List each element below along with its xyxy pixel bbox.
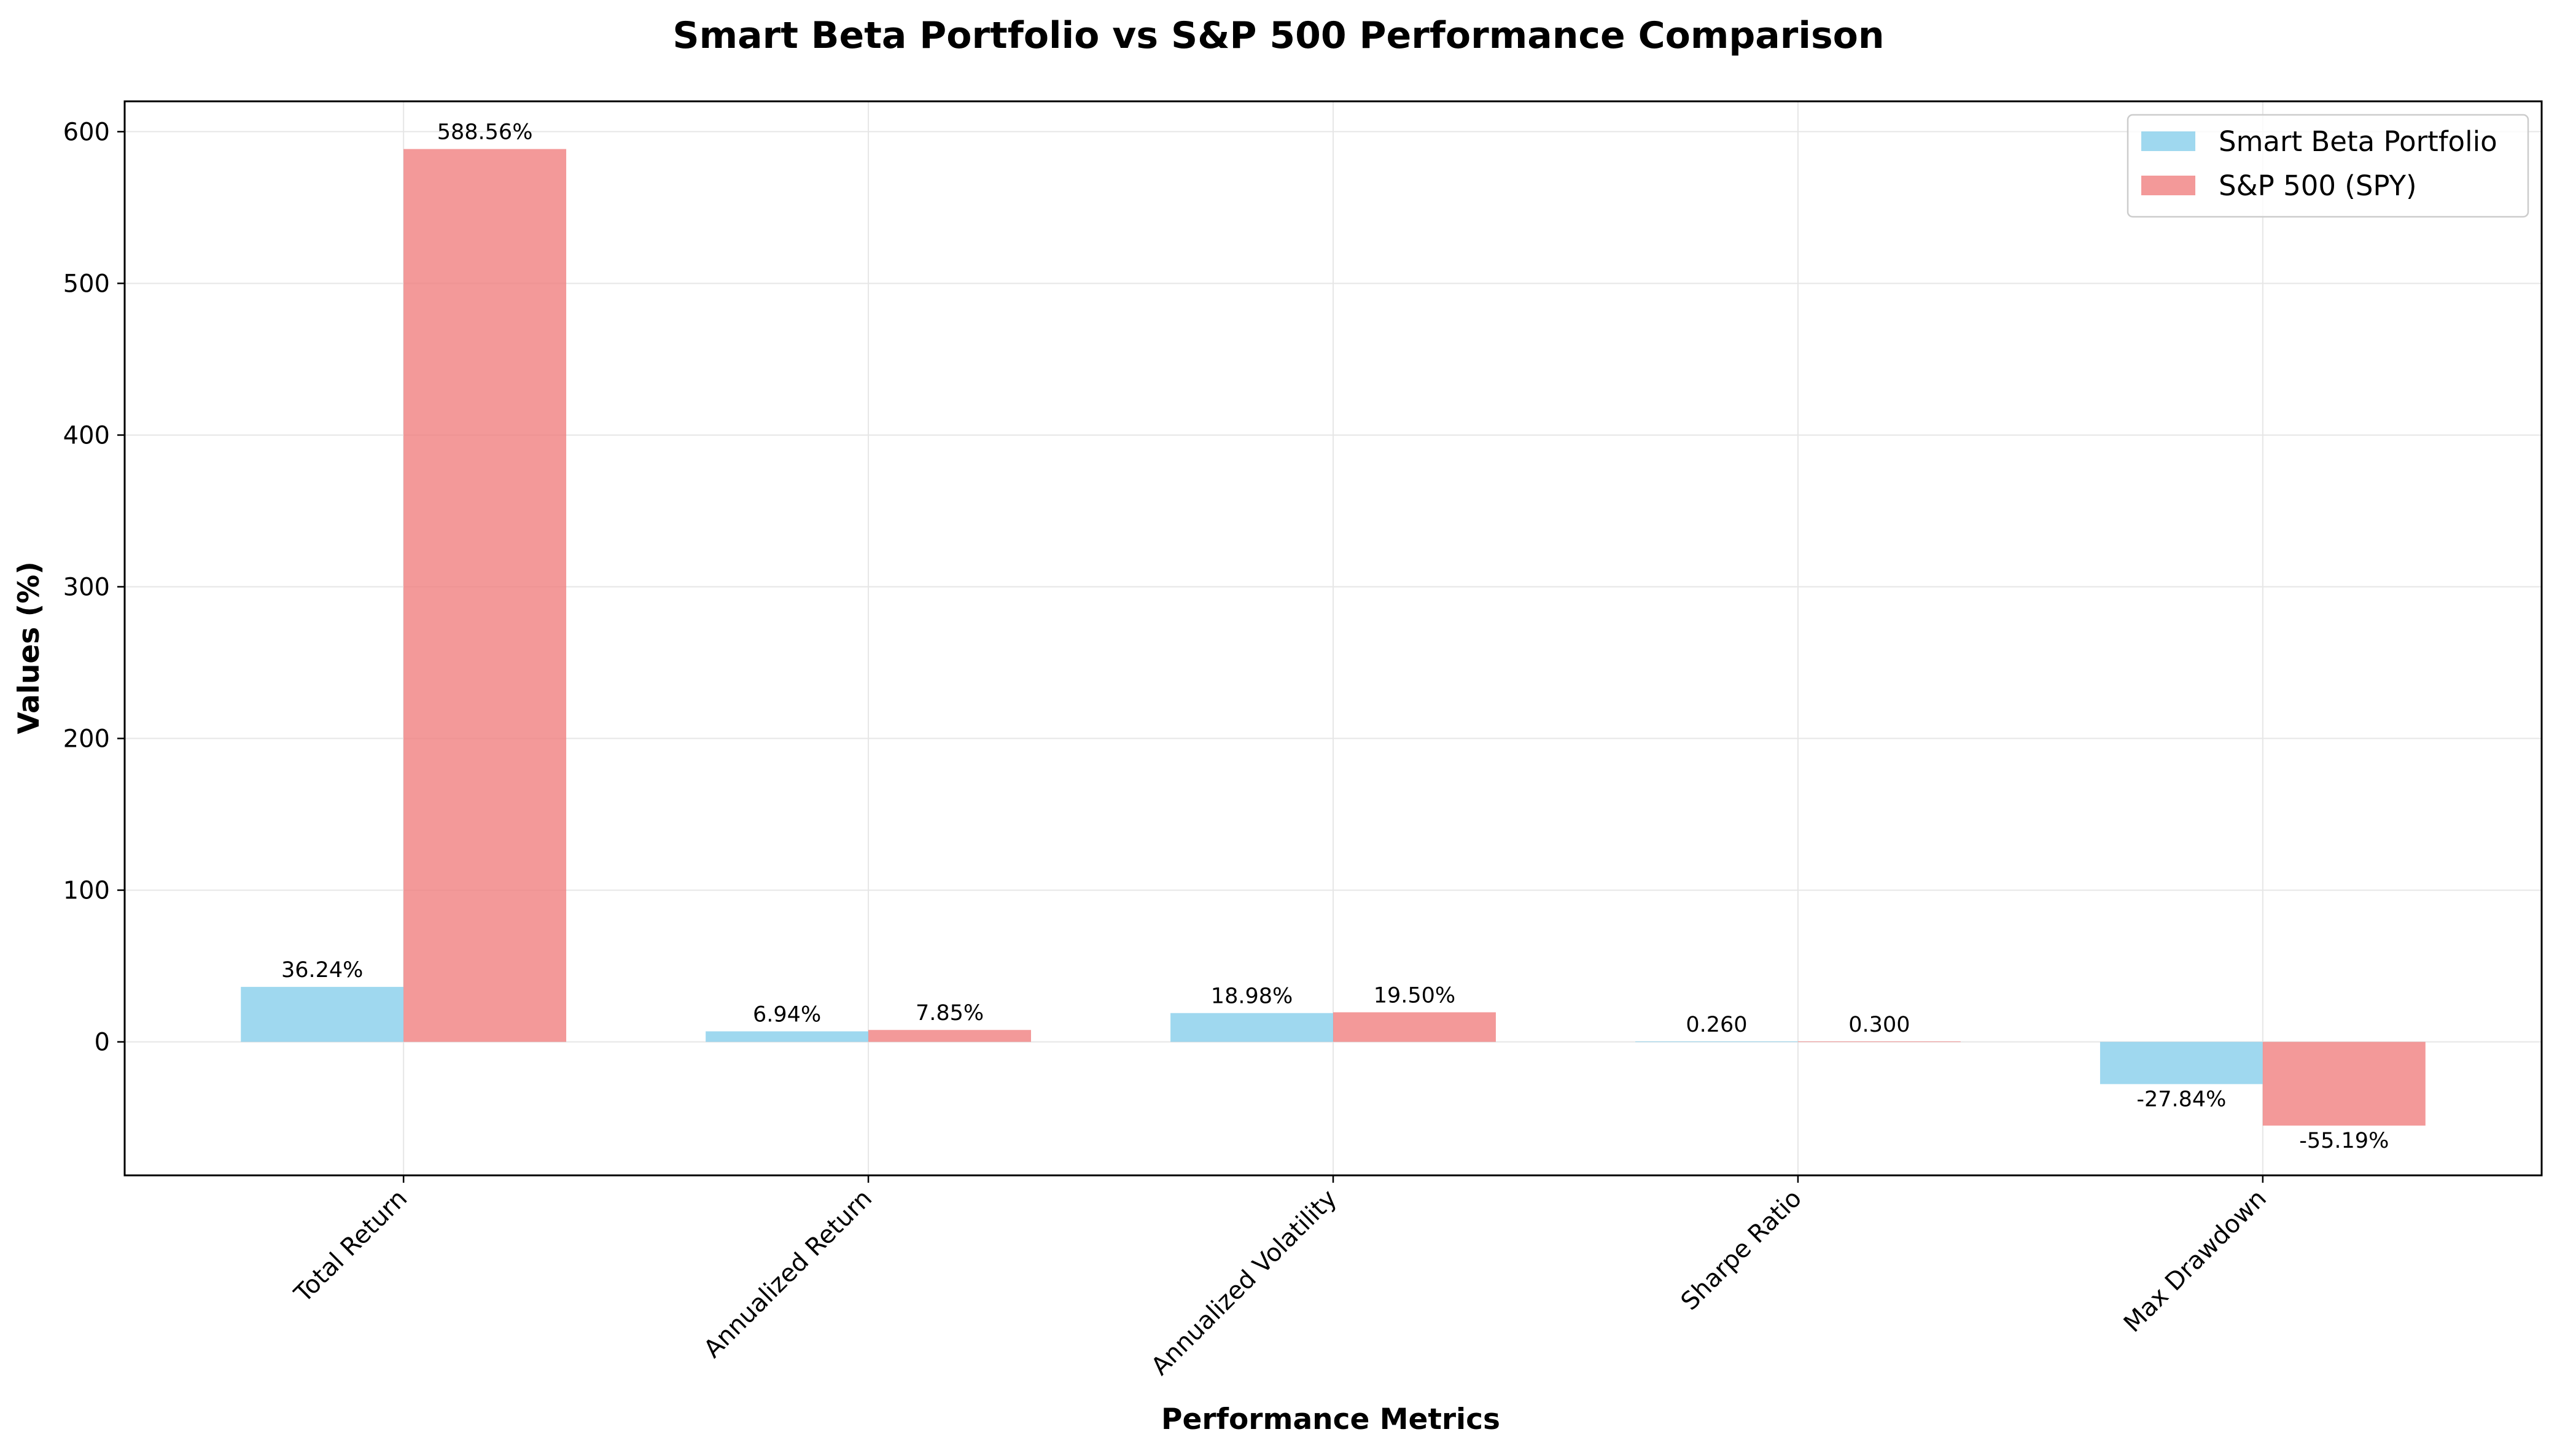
y-tick-label: 0: [95, 1029, 110, 1057]
bar-value-label: 36.24%: [281, 958, 363, 983]
bar: [706, 1031, 869, 1042]
x-tick-label: Max Drawdown: [2119, 1185, 2272, 1338]
bar-value-label: 588.56%: [437, 120, 533, 145]
bars: [241, 149, 2426, 1126]
y-axis-title: Values (%): [12, 561, 46, 734]
y-tick-label: 300: [63, 574, 110, 602]
bar: [1635, 1041, 1798, 1042]
bar-value-label: 18.98%: [1211, 984, 1293, 1009]
bar-value-label: 6.94%: [753, 1002, 821, 1027]
bar: [2262, 1041, 2426, 1126]
bar: [2100, 1041, 2263, 1084]
bar: [241, 987, 404, 1042]
bar-value-label: 19.50%: [1374, 983, 1455, 1008]
bar: [1797, 1041, 1961, 1042]
y-tick-label: 600: [63, 118, 110, 146]
bar-value-label: -55.19%: [2299, 1129, 2389, 1153]
x-tick-label: Total Return: [289, 1185, 413, 1309]
x-tick-label: Sharpe Ratio: [1676, 1185, 1807, 1316]
y-axis: 0 100 200 300 400 500 600: [63, 118, 125, 1057]
legend-swatch: [2141, 176, 2195, 195]
bar: [403, 149, 567, 1042]
legend-label: Smart Beta Portfolio: [2219, 125, 2497, 158]
bar: [1333, 1012, 1496, 1042]
y-tick-label: 100: [63, 877, 110, 905]
bar-value-label: 0.300: [1848, 1013, 1910, 1037]
legend-box: [2127, 114, 2529, 218]
legend-label: S&P 500 (SPY): [2219, 169, 2417, 202]
x-tick-label: Annualized Volatility: [1146, 1185, 1342, 1381]
legend: Smart Beta Portfolio S&P 500 (SPY): [2127, 114, 2529, 218]
bar-value-label: 7.85%: [916, 1001, 984, 1026]
chart-title: Smart Beta Portfolio vs S&P 500 Performa…: [672, 14, 1884, 57]
y-tick-label: 200: [63, 725, 110, 753]
bar: [1170, 1013, 1333, 1042]
bar-value-labels: 36.24% 6.94% 18.98% 0.260 -27.84% 588.56% 7.85…: [281, 120, 2389, 1153]
x-axis-title: Performance Metrics: [1161, 1403, 1500, 1436]
x-tick-label: Annualized Return: [698, 1185, 878, 1364]
bar-value-label: 0.260: [1686, 1013, 1747, 1037]
legend-swatch: [2141, 131, 2195, 151]
x-axis: Total Return Annualized Return Annualized …: [289, 1175, 2272, 1381]
bar-value-label: -27.84%: [2136, 1087, 2226, 1111]
bar: [868, 1030, 1031, 1042]
y-tick-label: 500: [63, 270, 110, 298]
y-tick-label: 400: [63, 421, 110, 450]
